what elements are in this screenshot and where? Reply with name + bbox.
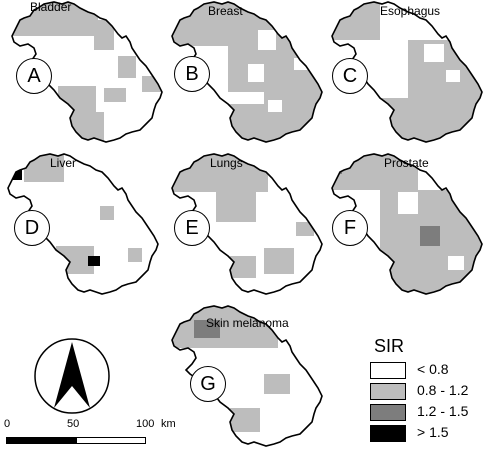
panel-label-badge: C [332, 58, 368, 94]
scale-bar-segment-dark [6, 437, 76, 444]
panel-label-badge: E [174, 210, 210, 246]
legend-label: 0.8 - 1.2 [417, 382, 469, 398]
panel-title: Skin melanoma [206, 316, 289, 330]
map-panel-breast: Breast B [168, 0, 328, 148]
panel-label-badge: G [190, 366, 226, 402]
panel-title: Breast [208, 4, 243, 18]
scale-tick-0: 0 [4, 418, 11, 430]
lungs-region-map [171, 153, 323, 295]
esophagus-region-map [331, 1, 483, 143]
panel-title: Bladder [30, 0, 72, 14]
scale-tick-100: 100 [136, 418, 155, 430]
liver-region-map [7, 153, 159, 295]
panel-title: Lungs [210, 156, 243, 170]
panel-label-badge: D [14, 210, 50, 246]
legend-label: > 1.5 [417, 424, 449, 440]
scale-unit: km [161, 418, 176, 430]
legend-swatch [370, 404, 406, 421]
panel-title: Esophagus [380, 4, 441, 18]
north-arrow-icon [32, 336, 112, 416]
skin-melanoma-region-map [171, 305, 323, 447]
panel-title: Prostate [384, 156, 429, 170]
legend-label: 1.2 - 1.5 [417, 403, 469, 419]
legend: SIR < 0.8 0.8 - 1.2 1.2 - 1.5 > 1.5 [364, 336, 490, 446]
panel-label-badge: A [16, 58, 52, 94]
panel-label-badge: F [332, 210, 368, 246]
map-panel-prostate: Prostate F [328, 152, 488, 300]
panel-label-badge: B [174, 56, 210, 92]
scale-bar: 0 50 100 km [0, 418, 180, 453]
scale-bar-segment-light [76, 437, 146, 444]
scale-tick-50: 50 [67, 418, 80, 430]
prostate-region-map [331, 153, 483, 295]
legend-title: SIR [374, 336, 405, 356]
legend-label: < 0.8 [417, 361, 449, 377]
bladder-region-map [11, 1, 163, 143]
map-panel-skin-melanoma: Skin melanoma G [168, 304, 328, 452]
map-panel-liver: Liver D [4, 152, 164, 300]
map-panel-esophagus: Esophagus C [328, 0, 488, 148]
panel-title: Liver [50, 156, 77, 170]
legend-swatch [370, 425, 406, 442]
legend-swatch [370, 383, 406, 400]
map-panel-lungs: Lungs E [168, 152, 328, 300]
legend-swatch [370, 362, 406, 379]
breast-region-map [171, 1, 323, 143]
map-panel-bladder: Bladder A [8, 0, 168, 148]
